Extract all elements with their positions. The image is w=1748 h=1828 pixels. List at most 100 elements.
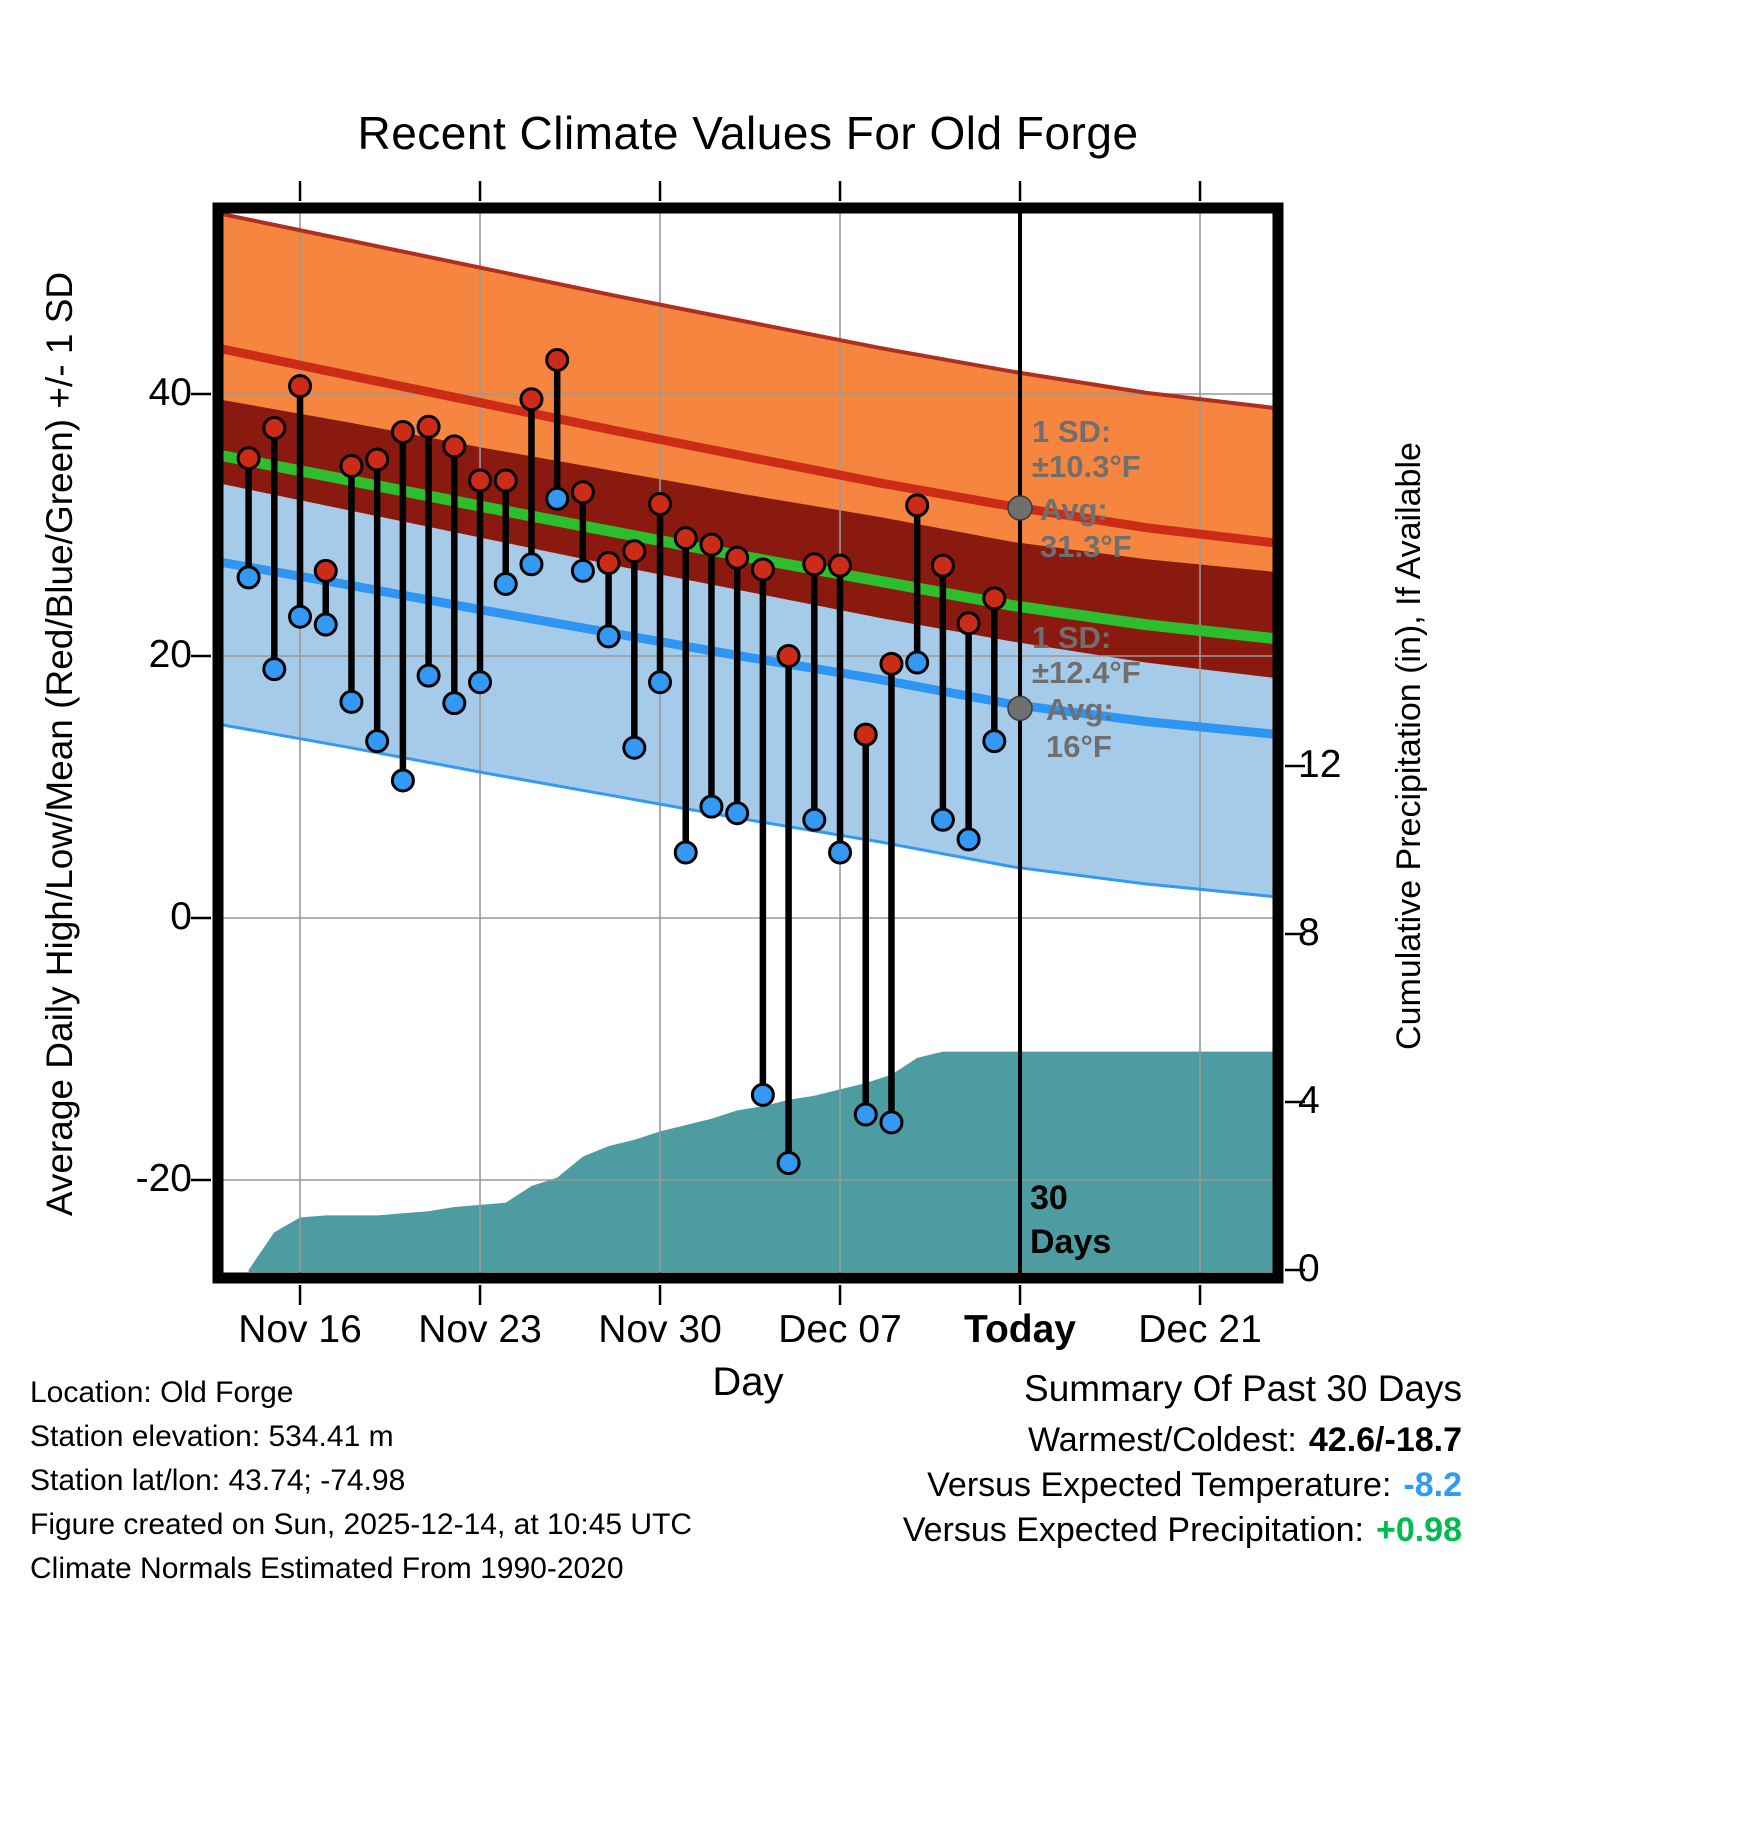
- daily-high-dot: [648, 492, 673, 517]
- x-tick-label: Dec 07: [778, 1308, 902, 1351]
- y-left-tick-label: -20: [135, 1157, 192, 1200]
- summary-label: Warmest/Coldest:: [1027, 1421, 1297, 1459]
- daily-low-dot: [313, 612, 338, 637]
- daily-high-dot: [905, 493, 930, 518]
- avg-low-marker: [1007, 695, 1033, 722]
- daily-low-dot: [930, 807, 955, 832]
- x-tick-label-today: Today: [964, 1308, 1076, 1351]
- summary-value: 42.6/-18.7: [1308, 1421, 1462, 1459]
- daily-high-dot: [930, 553, 955, 578]
- daily-high-dot: [956, 611, 981, 636]
- y-left-tick-label: 40: [148, 371, 192, 414]
- y-right-tick-label: 12: [1298, 743, 1342, 786]
- daily-high-dot: [596, 550, 621, 575]
- daily-high-dot: [493, 468, 518, 493]
- x-axis-label: Day: [712, 1360, 784, 1404]
- y-left-axis-label: Average Daily High/Low/Mean (Red/Blue/Gr…: [39, 271, 80, 1217]
- daily-low-dot: [879, 1110, 904, 1135]
- daily-low-dot: [416, 663, 441, 688]
- daily-high-dot: [416, 414, 441, 439]
- daily-low-dot: [828, 840, 853, 865]
- daily-low-dot: [982, 729, 1007, 754]
- daily-high-dot: [339, 454, 364, 479]
- summary-title: Summary Of Past 30 Days: [1024, 1368, 1462, 1409]
- daily-low-dot: [750, 1082, 775, 1107]
- daily-high-dot: [802, 552, 827, 577]
- low-sd-annotation-label: 1 SD:: [1032, 620, 1112, 655]
- low-avg-annotation-label: Avg:: [1046, 692, 1114, 727]
- daily-low-dot: [545, 486, 570, 511]
- y-left-tick-label: 20: [148, 633, 192, 676]
- daily-low-dot: [390, 768, 415, 793]
- y-right-tick-label: 0: [1298, 1247, 1320, 1290]
- station-metadata: Location: Old Forge Station elevation: 5…: [30, 1376, 692, 1596]
- high-sd-annotation-value: ±10.3°F: [1032, 449, 1141, 484]
- chart-title: Recent Climate Values For Old Forge: [357, 107, 1139, 159]
- daily-high-dot: [545, 347, 570, 372]
- station-elevation: Station elevation: 534.41 m: [30, 1420, 394, 1453]
- daily-low-dot: [596, 624, 621, 649]
- daily-high-dot: [519, 387, 544, 412]
- daily-high-dot: [982, 586, 1007, 611]
- daily-high-dot: [236, 446, 261, 471]
- daily-low-dot: [570, 558, 595, 583]
- summary-row-warmest-coldest: Warmest/Coldest: 42.6/-18.7: [903, 1418, 1462, 1463]
- daily-high-dot: [365, 447, 390, 472]
- daily-low-dot: [699, 794, 724, 819]
- plot-border: [212, 202, 1284, 1284]
- daily-low-dot: [262, 657, 287, 682]
- x-tick-label: Dec 21: [1138, 1308, 1262, 1351]
- x-tick-label: Nov 23: [418, 1308, 542, 1351]
- daily-low-dot: [442, 691, 467, 716]
- high-sd-annotation-label: 1 SD:: [1032, 414, 1112, 449]
- daily-high-dot: [828, 553, 853, 578]
- avg-high-marker: [1007, 495, 1033, 521]
- high-avg-annotation-value: 31.3°F: [1040, 529, 1132, 564]
- daily-high-dot: [725, 545, 750, 570]
- figure-created: Figure created on Sun, 2025-12-14, at 10…: [30, 1508, 693, 1541]
- normals-source: Climate Normals Estimated From 1990-2020: [30, 1552, 624, 1585]
- x-tick-label: Nov 30: [598, 1308, 722, 1351]
- daily-high-dot: [853, 722, 878, 747]
- today-line-label: 30 Days: [1030, 1179, 1112, 1262]
- daily-high-dot: [776, 644, 801, 668]
- cumulative-precip-area: [248, 1051, 1274, 1272]
- daily-high-dot: [570, 480, 595, 505]
- x-tick-label: Nov 16: [238, 1308, 362, 1351]
- station-location: Location: Old Forge: [30, 1376, 294, 1409]
- y-left-tick-label: 0: [170, 895, 192, 938]
- daily-low-dot: [853, 1102, 878, 1127]
- daily-low-dot: [725, 801, 750, 826]
- low-sd-annotation-value: ±12.4°F: [1032, 655, 1141, 690]
- daily-high-dot: [442, 434, 467, 459]
- daily-low-dot: [339, 689, 364, 714]
- mean-low-line: [217, 557, 1279, 740]
- daily-high-dot: [468, 468, 493, 493]
- daily-low-dot: [519, 552, 544, 577]
- daily-high-dot: [699, 532, 724, 557]
- daily-low-dot: [365, 729, 390, 754]
- high-band-top-edge: [217, 211, 1279, 411]
- daily-low-dot: [288, 604, 313, 629]
- daily-low-dot: [905, 650, 930, 675]
- low-avg-annotation-value: 16°F: [1046, 729, 1112, 764]
- summary-row-vs-temperature: Versus Expected Temperature: -8.2: [903, 1463, 1462, 1508]
- daily-low-dot: [493, 571, 518, 596]
- daily-high-dot: [879, 651, 904, 676]
- daily-high-dot: [622, 539, 647, 564]
- daily-low-dot: [776, 1150, 801, 1175]
- summary-label: Versus Expected Precipitation:: [902, 1511, 1364, 1549]
- daily-high-dot: [673, 526, 698, 551]
- low-band-bottom-edge: [217, 722, 1279, 899]
- daily-high-dot: [390, 419, 415, 444]
- summary-row-vs-precipitation: Versus Expected Precipitation: +0.98: [903, 1508, 1462, 1553]
- station-latlon: Station lat/lon: 43.74; -74.98: [30, 1464, 406, 1497]
- daily-high-dot: [288, 374, 313, 399]
- daily-low-dot: [956, 827, 981, 852]
- daily-low-dot: [622, 735, 647, 760]
- summary-label: Versus Expected Temperature:: [927, 1466, 1392, 1504]
- summary-value: -8.2: [1403, 1466, 1462, 1504]
- daily-low-dot: [648, 670, 673, 695]
